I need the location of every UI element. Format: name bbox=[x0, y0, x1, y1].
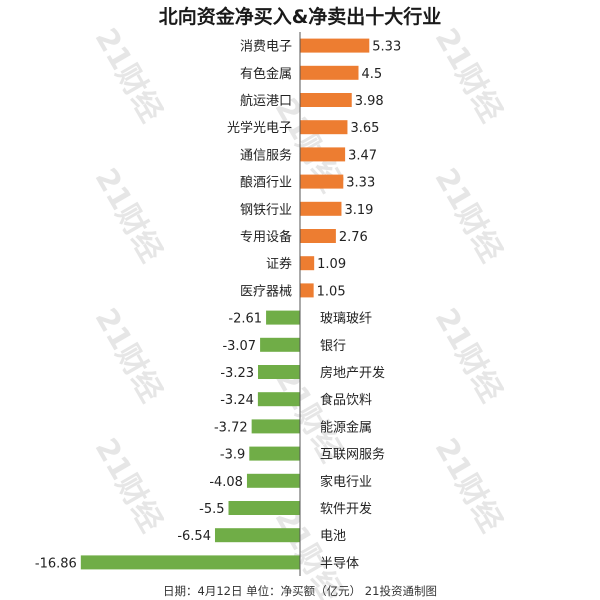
category-label: 光学光电子 bbox=[227, 120, 292, 136]
bar bbox=[300, 174, 344, 189]
category-label: 航运港口 bbox=[240, 93, 292, 109]
value-label: -3.07 bbox=[222, 339, 256, 354]
value-label: 1.09 bbox=[317, 257, 346, 272]
watermark-text: 21财经 bbox=[428, 162, 509, 268]
category-label: 银行 bbox=[320, 339, 346, 354]
value-label: -16.86 bbox=[35, 556, 77, 571]
category-label: 钢铁行业 bbox=[240, 203, 292, 218]
bar bbox=[258, 365, 300, 379]
category-label: 食品饮料 bbox=[320, 392, 372, 408]
bar bbox=[300, 120, 348, 135]
bar bbox=[300, 147, 346, 162]
bar bbox=[246, 473, 300, 488]
value-label: 5.33 bbox=[372, 40, 401, 55]
category-label: 有色金属 bbox=[240, 66, 292, 82]
value-label: -3.23 bbox=[220, 366, 254, 381]
watermark-text: 21财经 bbox=[88, 162, 169, 268]
category-label: 能源金属 bbox=[320, 419, 372, 435]
category-label: 消费电子 bbox=[240, 40, 292, 55]
value-label: 4.5 bbox=[362, 67, 383, 82]
bar bbox=[300, 93, 352, 107]
bar bbox=[300, 65, 359, 80]
category-label: 通信服务 bbox=[240, 147, 292, 163]
watermark-text: 21财经 bbox=[428, 22, 509, 128]
bar bbox=[266, 310, 300, 325]
bar bbox=[300, 201, 342, 216]
value-label: 3.19 bbox=[344, 203, 373, 218]
value-label: 3.98 bbox=[355, 94, 384, 109]
value-label: 3.65 bbox=[350, 121, 379, 136]
watermark-text: 21财经 bbox=[428, 432, 509, 538]
category-label: 酿酒行业 bbox=[240, 175, 292, 191]
category-label: 互联网服务 bbox=[320, 447, 385, 463]
bar bbox=[260, 337, 300, 352]
value-label: 3.47 bbox=[348, 148, 377, 163]
bar bbox=[300, 38, 370, 53]
bar bbox=[257, 392, 300, 407]
watermark-text: 21财经 bbox=[88, 22, 169, 128]
chart-title: 北向资金净买入&净卖出十大行业 bbox=[158, 6, 442, 28]
bar bbox=[300, 256, 315, 271]
value-label: 2.76 bbox=[339, 230, 368, 245]
category-label: 家电行业 bbox=[320, 474, 372, 490]
bar bbox=[300, 229, 336, 243]
bar bbox=[300, 283, 314, 298]
category-label: 软件开发 bbox=[320, 501, 372, 517]
category-label: 医疗器械 bbox=[240, 284, 292, 299]
bar bbox=[80, 555, 300, 570]
watermark-text: 21财经 bbox=[88, 432, 169, 538]
bar bbox=[214, 528, 300, 543]
bar bbox=[228, 501, 300, 515]
category-label: 房地产开发 bbox=[320, 365, 385, 381]
bar bbox=[251, 419, 300, 434]
category-label: 专用设备 bbox=[240, 229, 292, 245]
value-label: -3.24 bbox=[220, 393, 254, 408]
bars-layer bbox=[80, 38, 370, 570]
category-label: 电池 bbox=[320, 529, 346, 544]
bar bbox=[249, 446, 300, 461]
watermark-text: 21财经 bbox=[428, 302, 509, 408]
category-label: 玻璃玻纤 bbox=[320, 312, 372, 327]
watermark-text: 21财经 bbox=[88, 302, 169, 408]
value-label: -5.5 bbox=[199, 502, 224, 517]
category-label: 半导体 bbox=[320, 556, 359, 571]
value-label: -4.08 bbox=[209, 475, 243, 490]
value-label: -3.9 bbox=[220, 448, 245, 463]
labels-layer: 消费电子 5.33 有色金属 4.5 航运港口 3.98 光学光电子 3.65 通信服务 3.47… bbox=[35, 40, 401, 572]
value-label: -6.54 bbox=[177, 529, 211, 544]
value-label: -2.61 bbox=[228, 312, 262, 327]
category-label: 证券 bbox=[266, 256, 292, 272]
value-label: 1.05 bbox=[317, 284, 346, 299]
value-label: 3.33 bbox=[346, 176, 375, 191]
source-note: 日期：4月12日 单位：净买额（亿元） 21投资通制图 bbox=[163, 584, 437, 598]
value-label: -3.72 bbox=[214, 420, 248, 435]
